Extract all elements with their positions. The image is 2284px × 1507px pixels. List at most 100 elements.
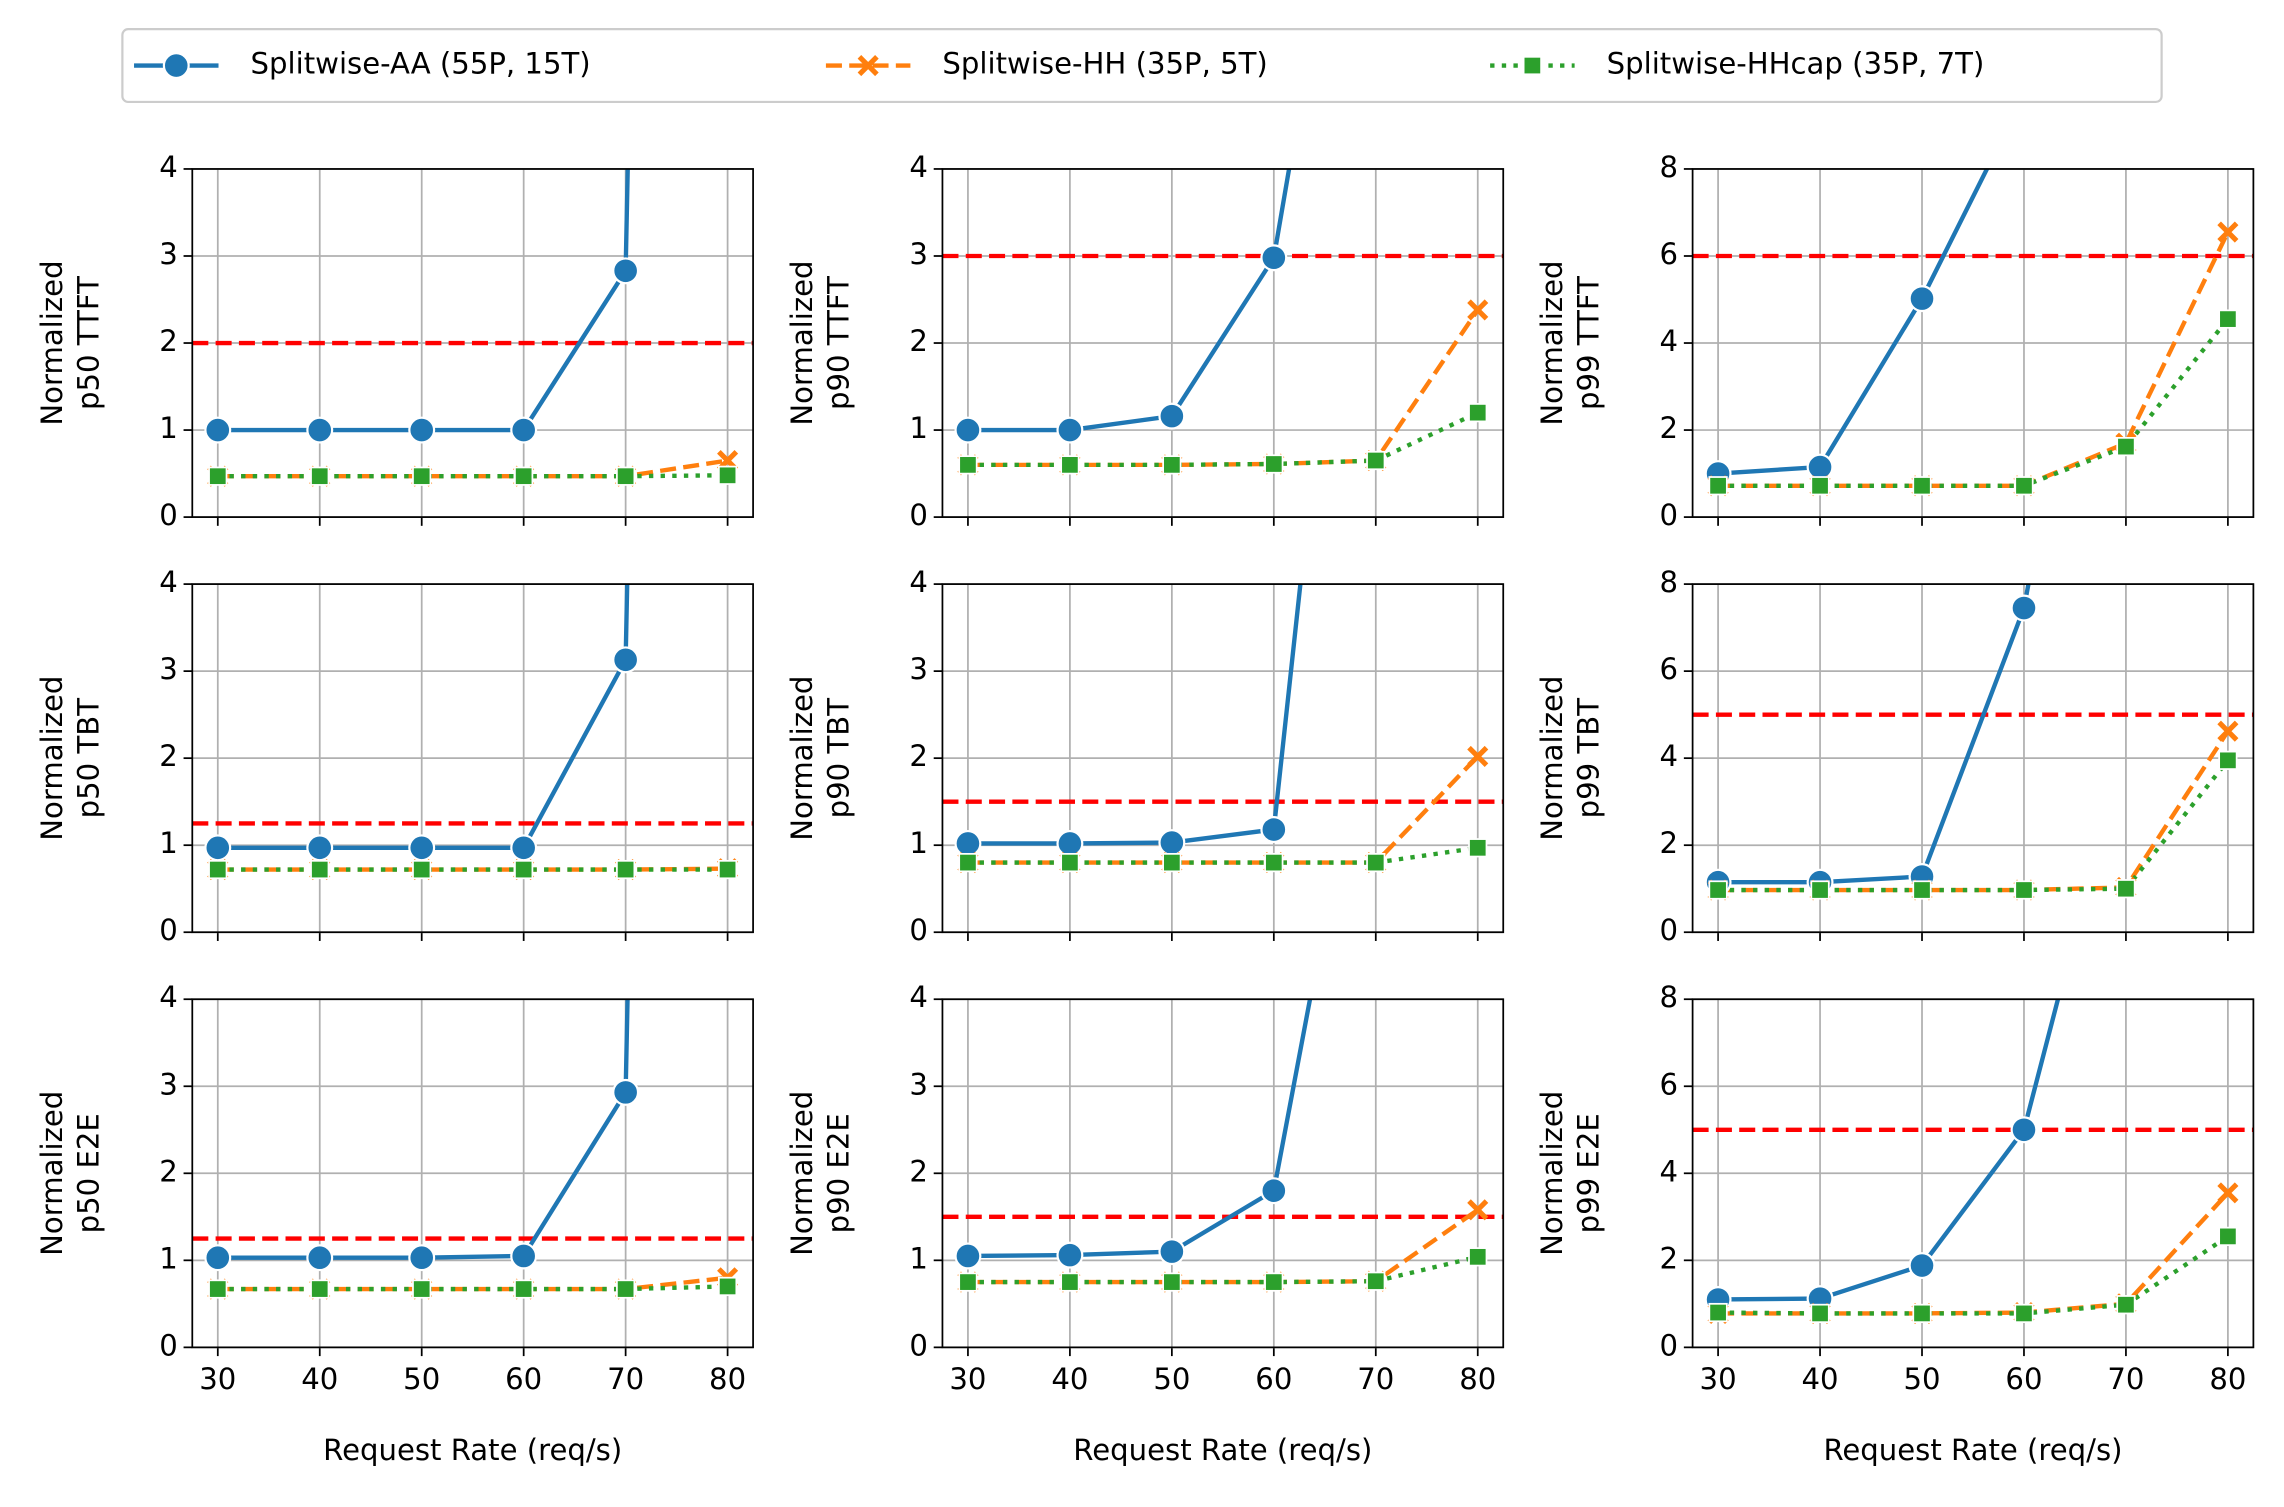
y-tick-label: 4: [1659, 1154, 1678, 1188]
plot-area: [1692, 168, 2254, 497]
marker: [208, 859, 228, 880]
marker: [1162, 852, 1182, 873]
y-tick-label: 0: [909, 913, 928, 947]
y-tick-label: 1: [909, 1241, 928, 1275]
marker: [2217, 1182, 2239, 1204]
marker: [208, 466, 228, 486]
marker: [204, 834, 232, 862]
y-axis-label: Normalized: [1535, 1091, 1569, 1256]
marker: [2218, 1226, 2238, 1247]
legend-marker: [162, 52, 190, 80]
marker: [616, 1279, 636, 1299]
marker: [1908, 285, 1936, 313]
y-tick-label: 6: [1659, 237, 1678, 271]
x-tick-label: 30: [1700, 1362, 1737, 1396]
marker: [306, 416, 334, 444]
marker: [717, 859, 738, 880]
series-line: [1717, 168, 1990, 476]
legend-marker: [1522, 55, 1542, 76]
y-axis-label: p90 TTFT: [821, 276, 855, 410]
series-line: [1718, 584, 2031, 885]
marker: [2014, 476, 2034, 496]
legend-box: [121, 28, 2163, 104]
y-tick-label: 2: [159, 1154, 178, 1188]
axes-frame: [1691, 168, 2255, 518]
series-line: [217, 584, 630, 850]
y-axis-label: p99 TBT: [1572, 698, 1606, 819]
marker: [204, 1244, 232, 1272]
y-tick-label: 2: [909, 324, 928, 358]
y-tick-label: 8: [1659, 565, 1678, 599]
marker: [1912, 476, 1932, 496]
y-axis-label: Normalized: [1535, 260, 1569, 425]
series-line: [1718, 1191, 2230, 1316]
y-tick-label: 2: [909, 1154, 928, 1188]
y-tick-label: 2: [159, 324, 178, 358]
marker: [1056, 416, 1084, 444]
marker: [612, 1078, 640, 1106]
y-tick-label: 2: [1659, 826, 1678, 860]
y-tick-label: 4: [1659, 324, 1678, 358]
axes-frame: [1691, 583, 2255, 934]
marker: [408, 1244, 436, 1272]
y-axis-label: p50 TTFT: [71, 276, 105, 410]
y-tick-label: 0: [159, 498, 178, 532]
axes-frame: [941, 168, 1505, 518]
plot-area: [1692, 584, 2254, 901]
y-tick-label: 1: [159, 1241, 178, 1275]
plot-area: [942, 168, 1504, 476]
marker: [1264, 1272, 1284, 1292]
series-line: [1718, 758, 2230, 893]
x-tick-label: 60: [505, 1362, 542, 1396]
series-line: [967, 410, 1479, 468]
y-axis-label: p90 E2E: [821, 1113, 855, 1233]
series-line: [217, 999, 630, 1260]
marker: [616, 859, 636, 880]
plot-area: [1692, 29, 2254, 1324]
marker: [1158, 829, 1186, 857]
marker: [1912, 1303, 1932, 1324]
x-tick-label: 30: [949, 1362, 986, 1396]
x-tick-label: 40: [301, 1362, 338, 1396]
marker: [2217, 221, 2239, 243]
marker: [2014, 880, 2034, 900]
y-axis-label: p99 TTFT: [1572, 276, 1606, 410]
marker: [1468, 838, 1488, 858]
y-axis-label: Normalized: [35, 1091, 69, 1256]
y-tick-label: 0: [1659, 498, 1678, 532]
marker: [1806, 453, 1834, 481]
marker: [612, 646, 640, 674]
marker: [1158, 1238, 1186, 1266]
marker: [616, 466, 636, 486]
marker: [2216, 29, 2241, 54]
marker: [408, 416, 436, 444]
marker: [2217, 720, 2239, 742]
marker: [514, 859, 534, 880]
legend-label: Splitwise-AA (55P, 15T): [251, 47, 591, 81]
marker: [310, 466, 330, 486]
marker: [1912, 880, 1932, 900]
y-tick-label: 1: [909, 411, 928, 445]
series-line: [1718, 231, 2230, 488]
series-line: [217, 473, 728, 479]
y-tick-label: 0: [1659, 1328, 1678, 1362]
marker: [510, 1242, 538, 1270]
x-tick-label: 50: [403, 1362, 440, 1396]
marker: [1260, 1177, 1288, 1205]
x-tick-label: 80: [1459, 1362, 1496, 1396]
marker: [1264, 852, 1284, 873]
marker: [954, 416, 982, 444]
marker: [954, 829, 982, 857]
y-tick-label: 3: [159, 652, 178, 686]
marker: [2116, 1295, 2136, 1315]
marker: [2116, 436, 2136, 457]
marker: [958, 455, 978, 475]
y-axis-label: Normalized: [35, 676, 69, 841]
marker: [958, 1272, 978, 1292]
y-tick-label: 3: [909, 237, 928, 271]
y-tick-label: 4: [909, 565, 928, 599]
marker: [954, 1242, 982, 1270]
legend-label: Splitwise-HH (35P, 5T): [942, 47, 1267, 81]
series-line: [967, 168, 1292, 433]
